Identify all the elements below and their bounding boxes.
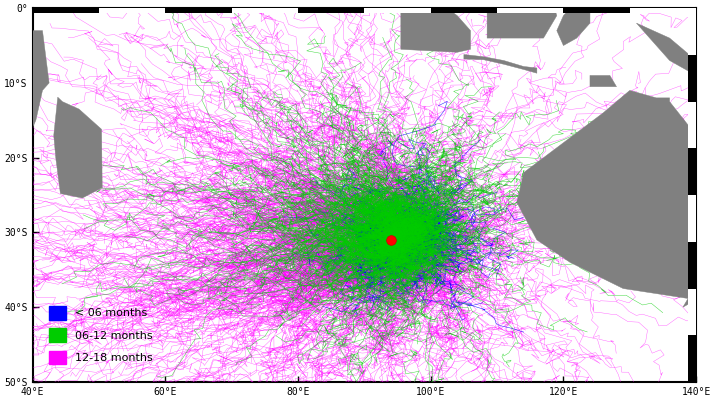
Bar [688, 55, 696, 101]
Bar [232, 8, 298, 13]
Polygon shape [464, 55, 537, 73]
Bar [688, 195, 696, 242]
Polygon shape [557, 1, 590, 46]
Legend: < 06 months, 06-12 months, 12-18 months: < 06 months, 06-12 months, 12-18 months [45, 302, 157, 369]
Bar [688, 8, 696, 55]
Polygon shape [487, 0, 557, 38]
Polygon shape [54, 97, 102, 198]
Bar [630, 8, 696, 13]
Polygon shape [590, 75, 616, 87]
Polygon shape [401, 0, 470, 52]
Polygon shape [32, 30, 49, 128]
Bar [563, 8, 630, 13]
Bar [688, 335, 696, 382]
Bar [688, 148, 696, 195]
Polygon shape [683, 285, 696, 307]
Bar [497, 8, 563, 13]
Bar [365, 8, 430, 13]
Bar [688, 242, 696, 289]
Polygon shape [517, 90, 696, 300]
Bar [430, 8, 497, 13]
Bar [688, 101, 696, 148]
Bar [99, 8, 165, 13]
Bar [298, 8, 365, 13]
Polygon shape [636, 23, 696, 75]
Bar [688, 289, 696, 335]
Polygon shape [356, 223, 439, 258]
Bar [32, 8, 99, 13]
Bar [165, 8, 232, 13]
Polygon shape [424, 0, 458, 8]
